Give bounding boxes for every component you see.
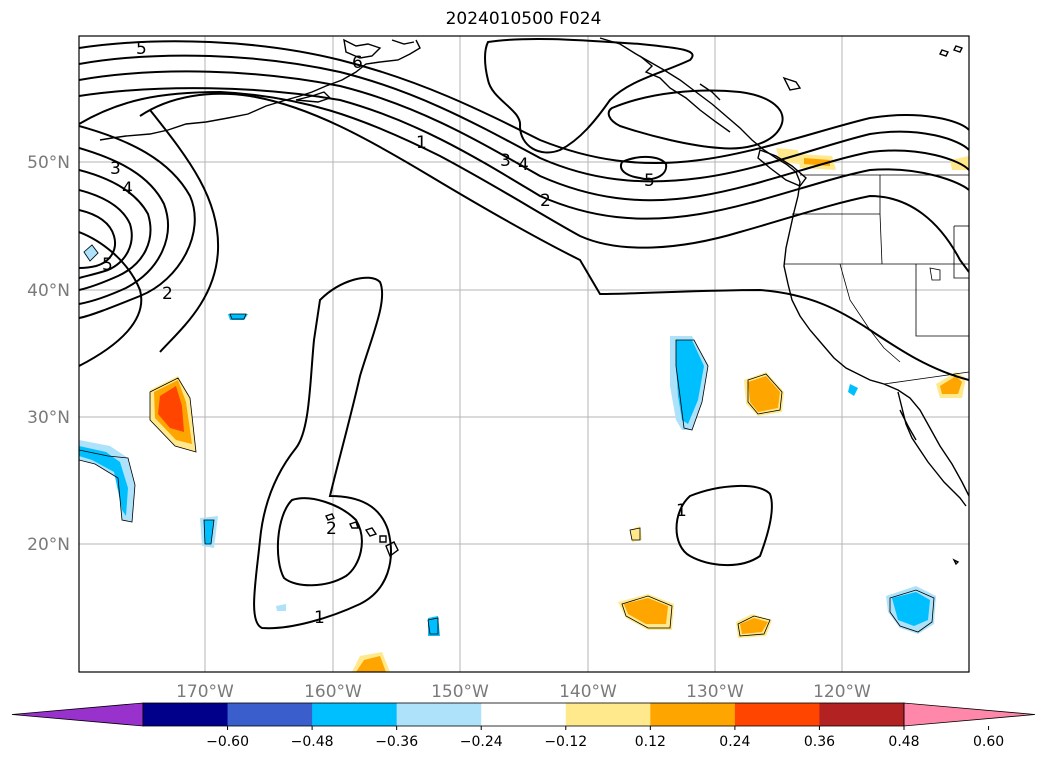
contour-label: 2 <box>326 519 337 539</box>
colorbar-cell <box>312 703 398 726</box>
anomaly-shading <box>79 148 969 672</box>
contour-label: 5 <box>102 255 113 275</box>
colorbar-tick-label: −0.12 <box>544 734 587 750</box>
colorbar: −0.60 −0.48 −0.36 −0.24 −0.12 0.12 0.24 0.36 0.4… <box>11 702 1036 750</box>
lat-label: 20°N <box>27 535 70 555</box>
shade-positive-patch <box>740 618 768 634</box>
contour-label: 1 <box>314 608 325 628</box>
shade-negative-patch <box>228 314 248 320</box>
colorbar-tick-label: −0.36 <box>375 734 418 750</box>
shade-negative-patch <box>428 616 440 636</box>
colorbar-tick-label: 0.24 <box>719 734 750 750</box>
colorbar-cell <box>396 703 482 726</box>
shade-positive-patch <box>940 376 962 394</box>
lon-label: 170°W <box>176 682 234 702</box>
shade-negative-patch <box>892 592 930 626</box>
gridlines <box>79 36 969 672</box>
colorbar-cell <box>143 703 229 726</box>
lon-label: 150°W <box>431 682 489 702</box>
lat-label: 50°N <box>27 153 70 173</box>
colorbar-tick-label: 0.12 <box>635 734 666 750</box>
colorbar-tick-label: 0.60 <box>973 734 1004 750</box>
contour-label: 5 <box>136 39 147 59</box>
colorbar-cell <box>819 703 905 726</box>
shade-negative-patch <box>79 446 128 516</box>
shade-positive-patch <box>630 526 642 542</box>
latitude-axis: 50°N 40°N 30°N 20°N <box>27 153 70 555</box>
shade-positive-patch <box>356 656 386 672</box>
colorbar-tick-label: 0.48 <box>888 734 919 750</box>
colorbar-cell <box>481 703 567 726</box>
contour-label: 1 <box>676 501 687 521</box>
lat-label: 40°N <box>27 281 70 301</box>
colorbar-tick-label: −0.24 <box>460 734 503 750</box>
map-title: 2024010500 F024 <box>445 9 602 29</box>
contour-label: 5 <box>644 171 655 191</box>
lon-label: 120°W <box>813 682 871 702</box>
shade-negative-patch <box>676 340 704 424</box>
lon-label: 140°W <box>559 682 617 702</box>
colorbar-tick-label: 0.36 <box>804 734 835 750</box>
shade-positive-patch <box>624 598 668 624</box>
contour-label-group: 5 6 3 4 5 2 1 3 4 2 5 2 1 1 <box>102 39 687 628</box>
contour-label: 2 <box>540 191 551 211</box>
contour-label: 2 <box>162 284 173 304</box>
colorbar-cell <box>734 703 820 726</box>
shade-positive-patch <box>158 386 184 432</box>
coastlines <box>99 37 969 566</box>
map-border <box>78 35 970 673</box>
shade-positive-patch <box>748 376 780 412</box>
contour-label: 4 <box>518 155 529 175</box>
contour-label: 1 <box>416 133 427 153</box>
colorbar-cell <box>227 703 313 726</box>
anomaly-patch-outlines <box>79 244 935 637</box>
shade-negative-patch <box>276 604 286 611</box>
colorbar-extend-low <box>11 702 144 727</box>
longitude-axis: 170°W 160°W 150°W 140°W 130°W 120°W <box>176 682 871 702</box>
lon-label: 160°W <box>304 682 362 702</box>
contour-label: 3 <box>500 151 511 171</box>
colorbar-tick-label: −0.60 <box>206 734 249 750</box>
colorbar-cell <box>650 703 736 726</box>
lon-label: 130°W <box>686 682 744 702</box>
contour-label: 6 <box>352 53 363 73</box>
colorbar-frame <box>142 702 905 727</box>
lat-label: 30°N <box>27 408 70 428</box>
shade-negative-patch <box>848 384 858 396</box>
contour-lines <box>79 37 969 630</box>
contour-label: 4 <box>122 179 133 199</box>
contour-label: 3 <box>110 159 121 179</box>
colorbar-cell <box>565 703 651 726</box>
colorbar-extend-high <box>903 702 1036 727</box>
colorbar-tick-label: −0.48 <box>291 734 334 750</box>
